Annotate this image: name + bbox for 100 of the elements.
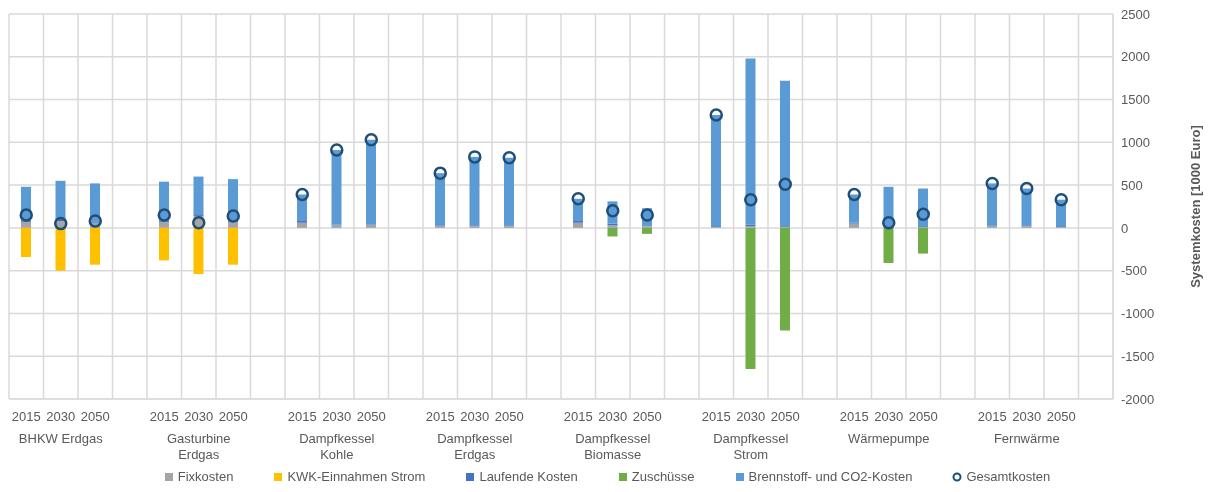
bar	[918, 227, 928, 254]
x-tick-label: 2050	[218, 409, 248, 424]
x-tick-label: 2015	[287, 409, 317, 424]
point	[19, 208, 33, 222]
x-tick-label: 2015	[425, 409, 455, 424]
x-tick-label: 2050	[80, 409, 110, 424]
legend-label: Fixkosten	[177, 469, 234, 484]
bar	[883, 227, 894, 263]
point	[882, 216, 896, 230]
y-tick-label: -2000	[1121, 391, 1155, 407]
point	[640, 208, 654, 222]
x-tick-label: 2030	[598, 409, 628, 424]
bar	[469, 156, 480, 226]
point	[778, 177, 792, 192]
text: BHKW Erdgas	[18, 431, 104, 446]
point	[157, 208, 171, 222]
x-tick-label: 2030	[460, 409, 490, 424]
x-tick-label: 2030	[184, 409, 214, 424]
point	[364, 133, 378, 147]
bar	[193, 227, 204, 275]
point	[1020, 181, 1034, 196]
bar	[90, 183, 100, 222]
x-tick-label: 2015	[839, 409, 869, 424]
point	[88, 214, 102, 228]
point	[468, 150, 482, 164]
legend-label: KWK-Einnahmen Strom	[287, 469, 426, 484]
x-tick-label: 2015	[149, 409, 179, 424]
point	[571, 192, 585, 206]
bar	[297, 222, 307, 228]
text: Dampfkessel Erdgas	[437, 431, 513, 462]
x-tick-label: 2030	[46, 409, 76, 424]
point	[433, 166, 447, 180]
point	[744, 192, 758, 207]
bar	[331, 150, 342, 225]
y-axis-title: Systemkosten [1000 Euro]	[1187, 125, 1203, 288]
x-tick-label: 2030	[874, 409, 904, 424]
y-tick-label: 500	[1121, 177, 1143, 193]
text: Wärmepumpe	[847, 431, 930, 446]
bar	[780, 80, 790, 227]
point	[709, 108, 723, 122]
x-tick-label: 2050	[632, 409, 662, 424]
point	[985, 176, 999, 191]
bar	[21, 221, 31, 228]
x-tick-label: 2015	[701, 409, 731, 424]
bar	[55, 227, 66, 271]
bar	[780, 227, 790, 331]
point	[502, 150, 516, 165]
x-tick-label: 2015	[977, 409, 1007, 424]
bar	[90, 227, 100, 265]
text: Dampfkessel Biomasse	[575, 431, 651, 462]
legend-label: Brennstoff- und CO2-Kosten	[748, 469, 913, 484]
point	[54, 216, 68, 231]
text: Gasturbine Erdgas	[166, 431, 231, 462]
y-tick-label: 0	[1121, 220, 1129, 236]
y-tick-label: 2000	[1121, 49, 1150, 65]
bar	[159, 221, 169, 228]
y-tick-label: 2500	[1121, 6, 1150, 22]
point	[295, 187, 309, 202]
x-tick-label: 2030	[322, 409, 352, 424]
x-tick-label: 2050	[494, 409, 524, 424]
point	[1054, 192, 1068, 207]
y-tick-label: 1000	[1121, 134, 1150, 150]
text: Dampfkessel Strom	[713, 431, 789, 462]
bar	[642, 227, 652, 234]
bar	[504, 157, 514, 226]
bar	[21, 227, 31, 257]
bar	[366, 139, 376, 225]
bar	[435, 173, 445, 226]
x-tick-label: 2030	[736, 409, 766, 424]
bar	[745, 227, 756, 370]
x-tick-label: 2050	[1046, 409, 1076, 424]
bar	[849, 223, 859, 228]
bar	[711, 114, 721, 227]
x-tick-label: 2015	[11, 409, 41, 424]
bar	[159, 227, 169, 261]
y-tick-label: 1500	[1121, 92, 1150, 108]
bar	[987, 183, 997, 226]
text: Dampfkessel Kohle	[299, 431, 375, 462]
bar	[228, 221, 238, 228]
point	[330, 143, 344, 157]
x-tick-label: 2050	[770, 409, 800, 424]
legend-label: Gesamtkosten	[966, 469, 1051, 484]
bar	[607, 227, 618, 237]
point	[226, 209, 240, 223]
y-tick-label: -1500	[1121, 348, 1155, 364]
y-tick-label: -500	[1121, 263, 1148, 279]
text: Fernwärme	[993, 431, 1060, 446]
legend-label: Zuschüsse	[631, 469, 695, 484]
bar	[745, 58, 756, 225]
bar	[55, 180, 66, 219]
x-tick-label: 2050	[908, 409, 938, 424]
x-tick-label: 2030	[1012, 409, 1042, 424]
x-tick-label: 2050	[356, 409, 386, 424]
point	[916, 207, 930, 221]
point	[606, 204, 620, 218]
bar	[228, 227, 238, 265]
bar	[193, 176, 204, 215]
point	[847, 187, 861, 202]
y-tick-label: -1000	[1121, 306, 1155, 322]
legend-label: Laufende Kosten	[479, 469, 578, 484]
